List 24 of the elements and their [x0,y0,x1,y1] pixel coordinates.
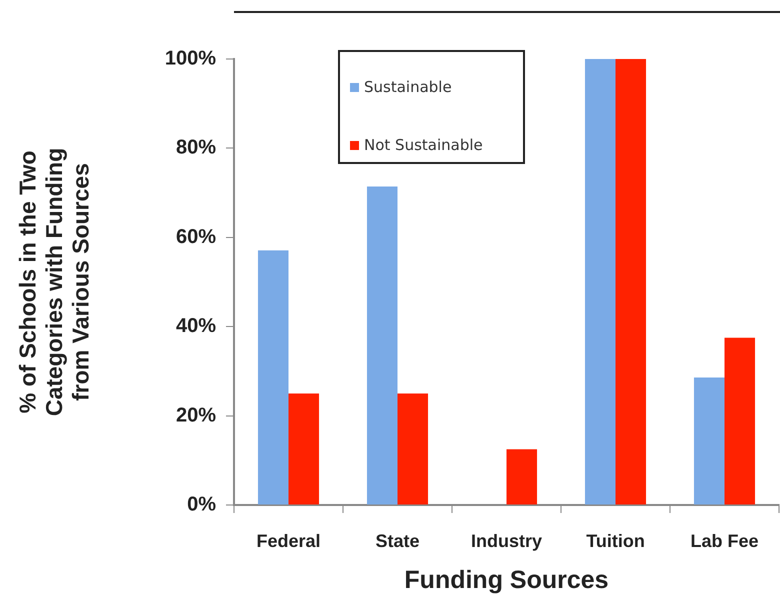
bar [398,394,428,504]
bar [616,59,646,504]
legend-label: Sustainable [364,78,452,96]
x-tick-label: Tuition [586,530,645,551]
x-tick-label: Industry [470,530,542,551]
y-tick-label: 40% [176,315,216,338]
bar [694,377,724,504]
y-tick-label: 100% [164,48,216,70]
y-tick-label: 80% [176,136,216,159]
x-axis-title: Funding Sources [404,566,609,594]
bar [506,449,538,504]
y-tick-label: 60% [176,226,216,248]
x-tick-label: Lab Fee [690,530,759,551]
bar [724,338,756,504]
y-axis-title: % of Schools in the Two Categories with Funding from Various Sources [14,148,94,416]
bar [366,186,398,504]
legend-label: Not Sustainable [364,136,483,154]
x-tick-label: State [375,530,420,551]
x-tick-label: Federal [256,530,321,551]
y-tick-label: 20% [176,404,216,426]
bar [288,394,320,504]
bar [258,250,288,504]
bar [584,59,616,504]
y-tick-label: 0% [187,494,216,516]
